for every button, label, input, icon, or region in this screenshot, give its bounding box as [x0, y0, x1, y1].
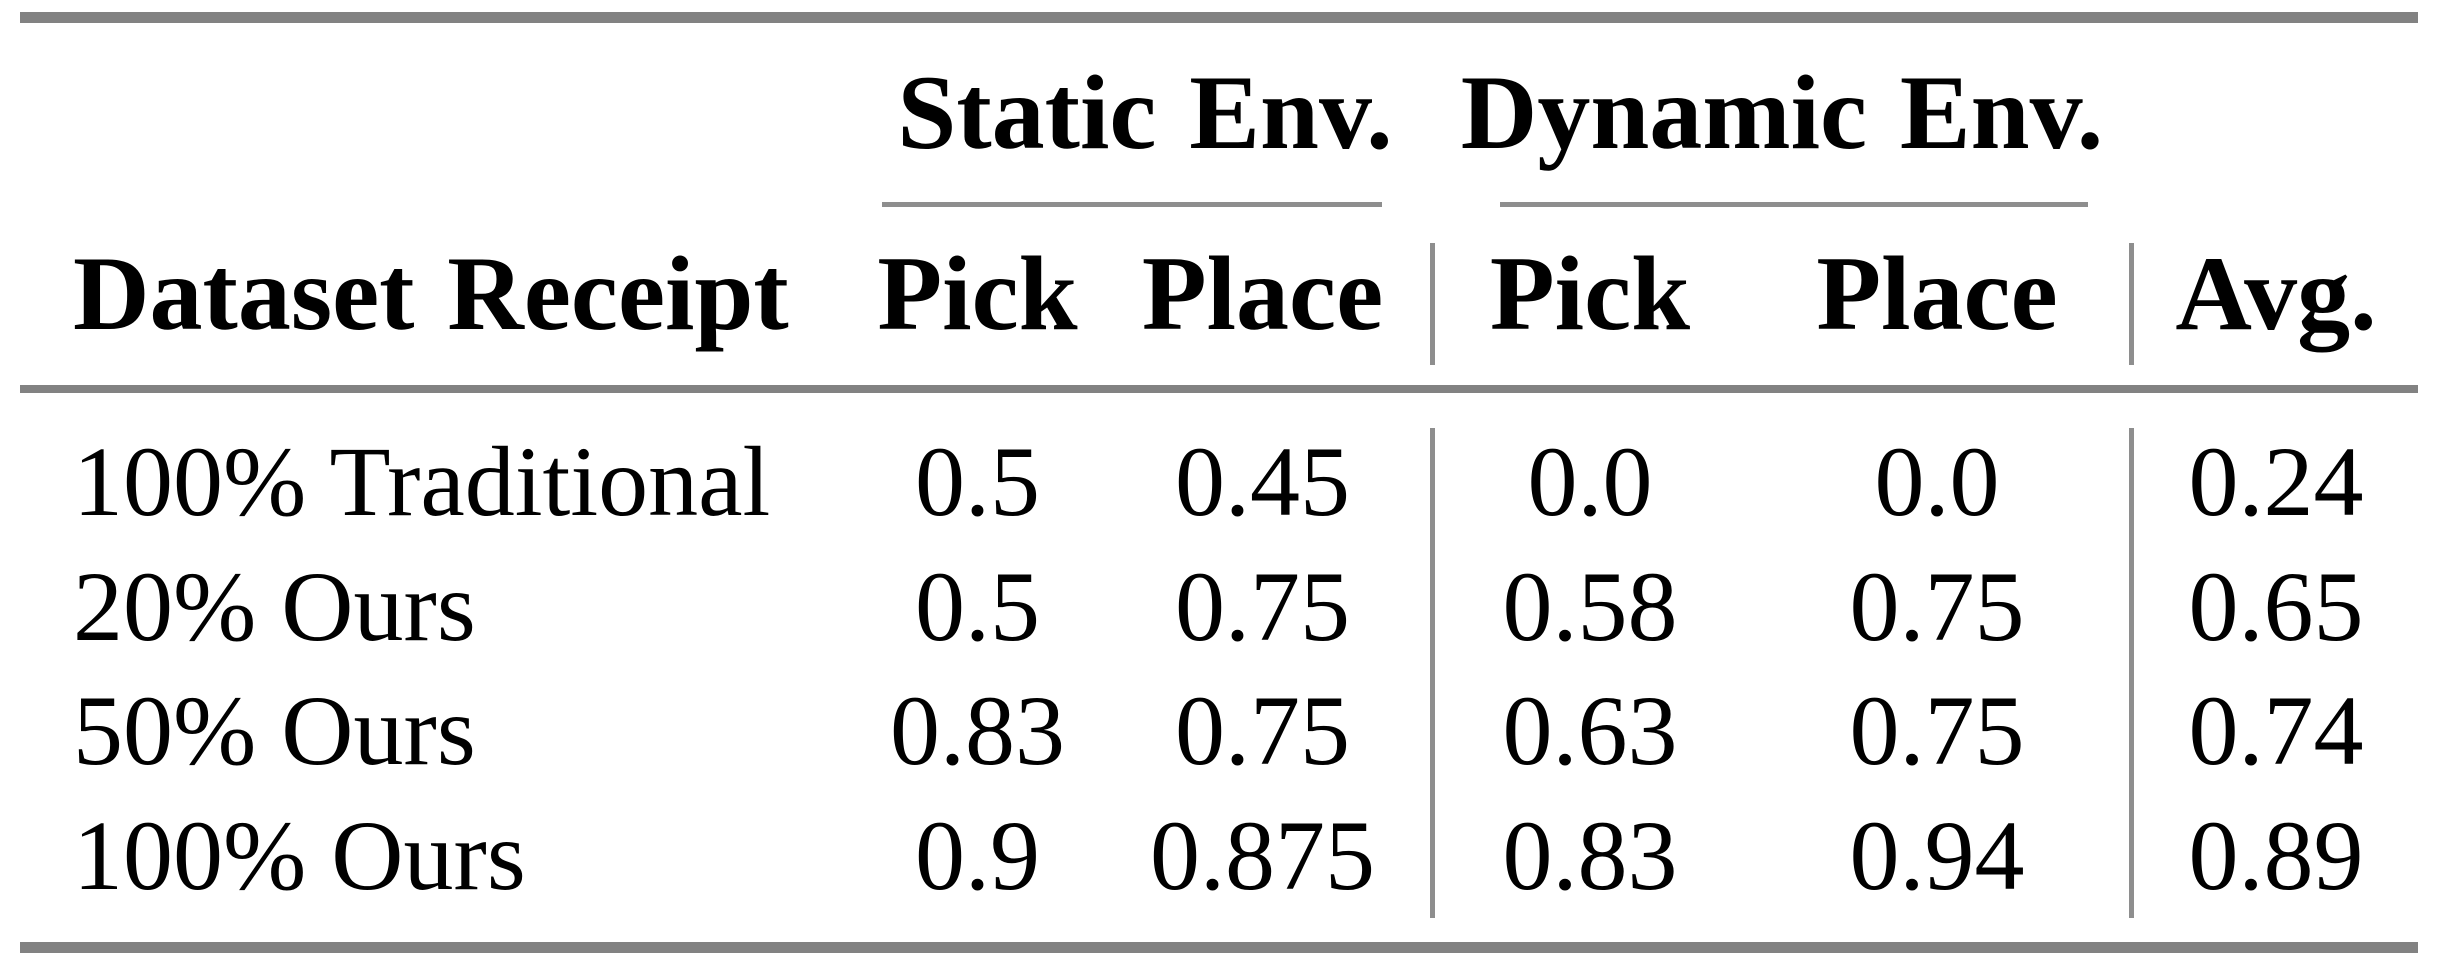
table-row: 50% Ours 0.83 0.75 0.63 0.75 0.74: [20, 671, 2418, 791]
cell-static-place: 0.75: [1175, 675, 1350, 786]
cell-avg: 0.74: [2188, 675, 2364, 786]
group-header-row: Static Env. Dynamic Env.: [20, 45, 2418, 180]
column-header-row: Dataset Receipt Pick Place Pick Place Av…: [20, 230, 2418, 358]
static-env-underline-rule: [882, 202, 1382, 207]
row-label: 100% Ours: [73, 800, 526, 911]
cell-dynamic-pick: 0.0: [1527, 426, 1653, 537]
group-header-static-env: Static Env.: [897, 53, 1393, 171]
column-divider-static-dynamic-body: [1430, 428, 1435, 918]
col-header-avg: Avg.: [2175, 235, 2377, 352]
row-label: 50% Ours: [73, 675, 476, 786]
cell-dynamic-place: 0.75: [1849, 675, 2025, 786]
col-header-static-pick: Pick: [877, 235, 1078, 352]
dynamic-env-underline-rule: [1500, 202, 2088, 207]
row-label: 20% Ours: [73, 551, 476, 662]
cell-avg: 0.24: [2188, 426, 2364, 537]
col-header-dataset-receipt: Dataset Receipt: [73, 235, 789, 352]
cell-static-pick: 0.83: [890, 675, 1065, 786]
header-body-divider-rule: [20, 385, 2418, 393]
row-label: 100% Traditional: [73, 426, 771, 537]
table-row: 100% Traditional 0.5 0.45 0.0 0.0 0.24: [20, 422, 2418, 542]
cell-dynamic-pick: 0.83: [1502, 800, 1678, 911]
col-header-dynamic-place: Place: [1816, 235, 2058, 352]
cell-avg: 0.65: [2188, 551, 2364, 662]
column-divider-static-dynamic-header: [1430, 243, 1435, 365]
table-top-rule: [20, 12, 2418, 23]
cell-static-pick: 0.5: [915, 426, 1040, 537]
cell-static-place: 0.75: [1175, 551, 1350, 662]
group-header-dynamic-env: Dynamic Env.: [1460, 53, 2104, 171]
cell-static-place: 0.875: [1150, 800, 1375, 911]
cell-static-place: 0.45: [1175, 426, 1350, 537]
cell-static-pick: 0.5: [915, 551, 1040, 662]
table-row: 100% Ours 0.9 0.875 0.83 0.94 0.89: [20, 796, 2418, 916]
col-header-static-place: Place: [1141, 235, 1384, 352]
cell-static-pick: 0.9: [915, 800, 1040, 911]
column-divider-dynamic-avg-header: [2129, 243, 2134, 365]
cell-dynamic-place: 0.0: [1874, 426, 2000, 537]
cell-dynamic-place: 0.94: [1849, 800, 2025, 911]
cell-dynamic-place: 0.75: [1849, 551, 2025, 662]
cell-dynamic-pick: 0.63: [1502, 675, 1678, 786]
cell-avg: 0.89: [2188, 800, 2364, 911]
table-row: 20% Ours 0.5 0.75 0.58 0.75 0.65: [20, 547, 2418, 667]
column-divider-dynamic-avg-body: [2129, 428, 2134, 918]
cell-dynamic-pick: 0.58: [1502, 551, 1678, 662]
table-bottom-rule: [20, 942, 2418, 953]
col-header-dynamic-pick: Pick: [1489, 235, 1691, 352]
